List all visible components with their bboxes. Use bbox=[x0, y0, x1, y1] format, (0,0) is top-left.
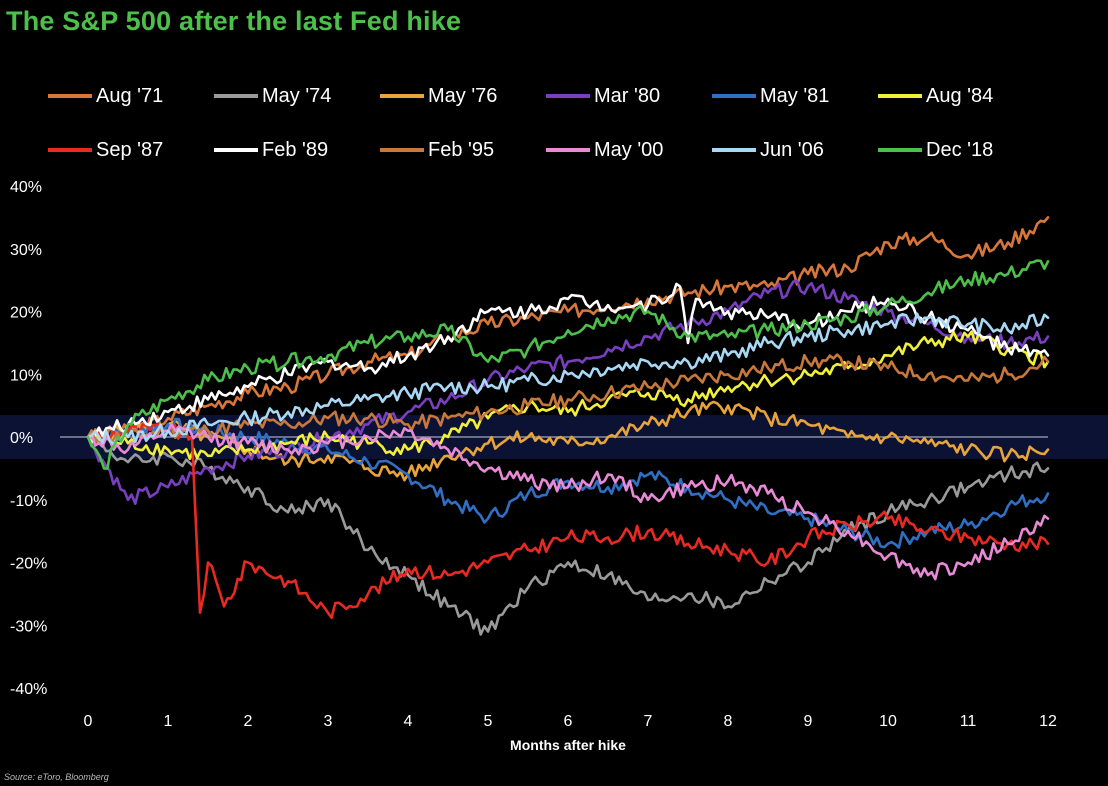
series-line bbox=[86, 435, 1050, 636]
y-tick-label: 30% bbox=[10, 242, 42, 259]
series-line bbox=[86, 216, 1050, 443]
legend-swatch bbox=[48, 148, 92, 152]
x-tick-label: 4 bbox=[404, 713, 413, 730]
y-tick-label: 40% bbox=[10, 179, 42, 196]
legend-item: May '00 bbox=[546, 138, 663, 162]
legend-item: May '81 bbox=[712, 84, 829, 108]
legend-item: Mar '80 bbox=[546, 84, 660, 108]
y-tick-label: -40% bbox=[10, 681, 47, 698]
x-tick-label: 2 bbox=[244, 713, 253, 730]
legend-swatch bbox=[546, 148, 590, 152]
series-line bbox=[86, 312, 1050, 446]
legend-item: Jun '06 bbox=[712, 138, 824, 162]
chart-title: The S&P 500 after the last Fed hike bbox=[6, 6, 462, 36]
series-line bbox=[86, 353, 1050, 445]
legend-label: May '74 bbox=[262, 84, 332, 107]
x-tick-label: 11 bbox=[960, 713, 977, 730]
series-line bbox=[86, 423, 1050, 581]
legend-label: Feb '95 bbox=[428, 138, 495, 161]
legend-swatch bbox=[214, 94, 258, 98]
legend-swatch bbox=[712, 148, 756, 152]
legend-swatch bbox=[380, 94, 424, 98]
x-tick-label: 8 bbox=[724, 713, 733, 730]
series-line bbox=[86, 423, 1050, 620]
x-tick-label: 5 bbox=[484, 713, 493, 730]
legend-swatch bbox=[546, 94, 590, 98]
legend-item: Feb '89 bbox=[214, 138, 328, 162]
series-line bbox=[86, 330, 1050, 461]
legend-label: May '76 bbox=[428, 84, 498, 107]
x-tick-label: 9 bbox=[804, 713, 813, 730]
x-tick-label: 10 bbox=[879, 713, 897, 730]
legend-item: Sep '87 bbox=[48, 138, 163, 162]
legend-label: Aug '84 bbox=[926, 84, 994, 107]
x-tick-label: 3 bbox=[324, 713, 333, 730]
legend-item: May '74 bbox=[214, 84, 331, 108]
legend-item: Dec '18 bbox=[878, 138, 993, 162]
x-tick-label: 6 bbox=[564, 713, 573, 730]
y-tick-label: 0% bbox=[10, 430, 33, 447]
legend-label: Dec '18 bbox=[926, 138, 994, 161]
legend-item: Feb '95 bbox=[380, 138, 494, 162]
line-chart: 40%30%20%10%0%-10%-20%-30%-40%0 1 2 3 4 5 6 7 8 9… bbox=[0, 179, 1108, 753]
legend-item: Aug '71 bbox=[48, 84, 163, 108]
legend-label: Sep '87 bbox=[96, 138, 164, 161]
legend-swatch bbox=[878, 94, 922, 98]
x-tick-label: 12 bbox=[1039, 713, 1057, 730]
source-note: Source: eToro, Bloomberg bbox=[4, 772, 109, 782]
x-tick-label: 0 bbox=[84, 713, 93, 730]
legend-swatch bbox=[48, 94, 92, 98]
x-axis-label: Months after hike bbox=[510, 737, 626, 753]
y-tick-label: -20% bbox=[10, 556, 47, 573]
legend-swatch bbox=[878, 148, 922, 152]
legend-label: Jun '06 bbox=[760, 138, 824, 161]
legend-swatch bbox=[214, 148, 258, 152]
legend-swatch bbox=[712, 94, 756, 98]
legend-item: May '76 bbox=[380, 84, 497, 108]
legend-label: Aug '71 bbox=[96, 84, 164, 107]
y-tick-label: 10% bbox=[10, 367, 42, 384]
legend-label: May '00 bbox=[594, 138, 664, 161]
legend-swatch bbox=[380, 148, 424, 152]
series-line bbox=[86, 282, 1050, 444]
series-line bbox=[86, 417, 1050, 549]
series-line bbox=[86, 259, 1050, 470]
legend-item: Aug '84 bbox=[878, 84, 993, 108]
y-tick-label: -10% bbox=[10, 493, 47, 510]
legend-label: Feb '89 bbox=[262, 138, 329, 161]
y-tick-label: -30% bbox=[10, 618, 47, 635]
x-tick-label: 7 bbox=[644, 713, 653, 730]
legend-label: May '81 bbox=[760, 84, 830, 107]
y-tick-label: 20% bbox=[10, 305, 42, 322]
series-line bbox=[86, 279, 1050, 506]
legend-label: Mar '80 bbox=[594, 84, 661, 107]
x-tick-label: 1 bbox=[164, 713, 173, 730]
